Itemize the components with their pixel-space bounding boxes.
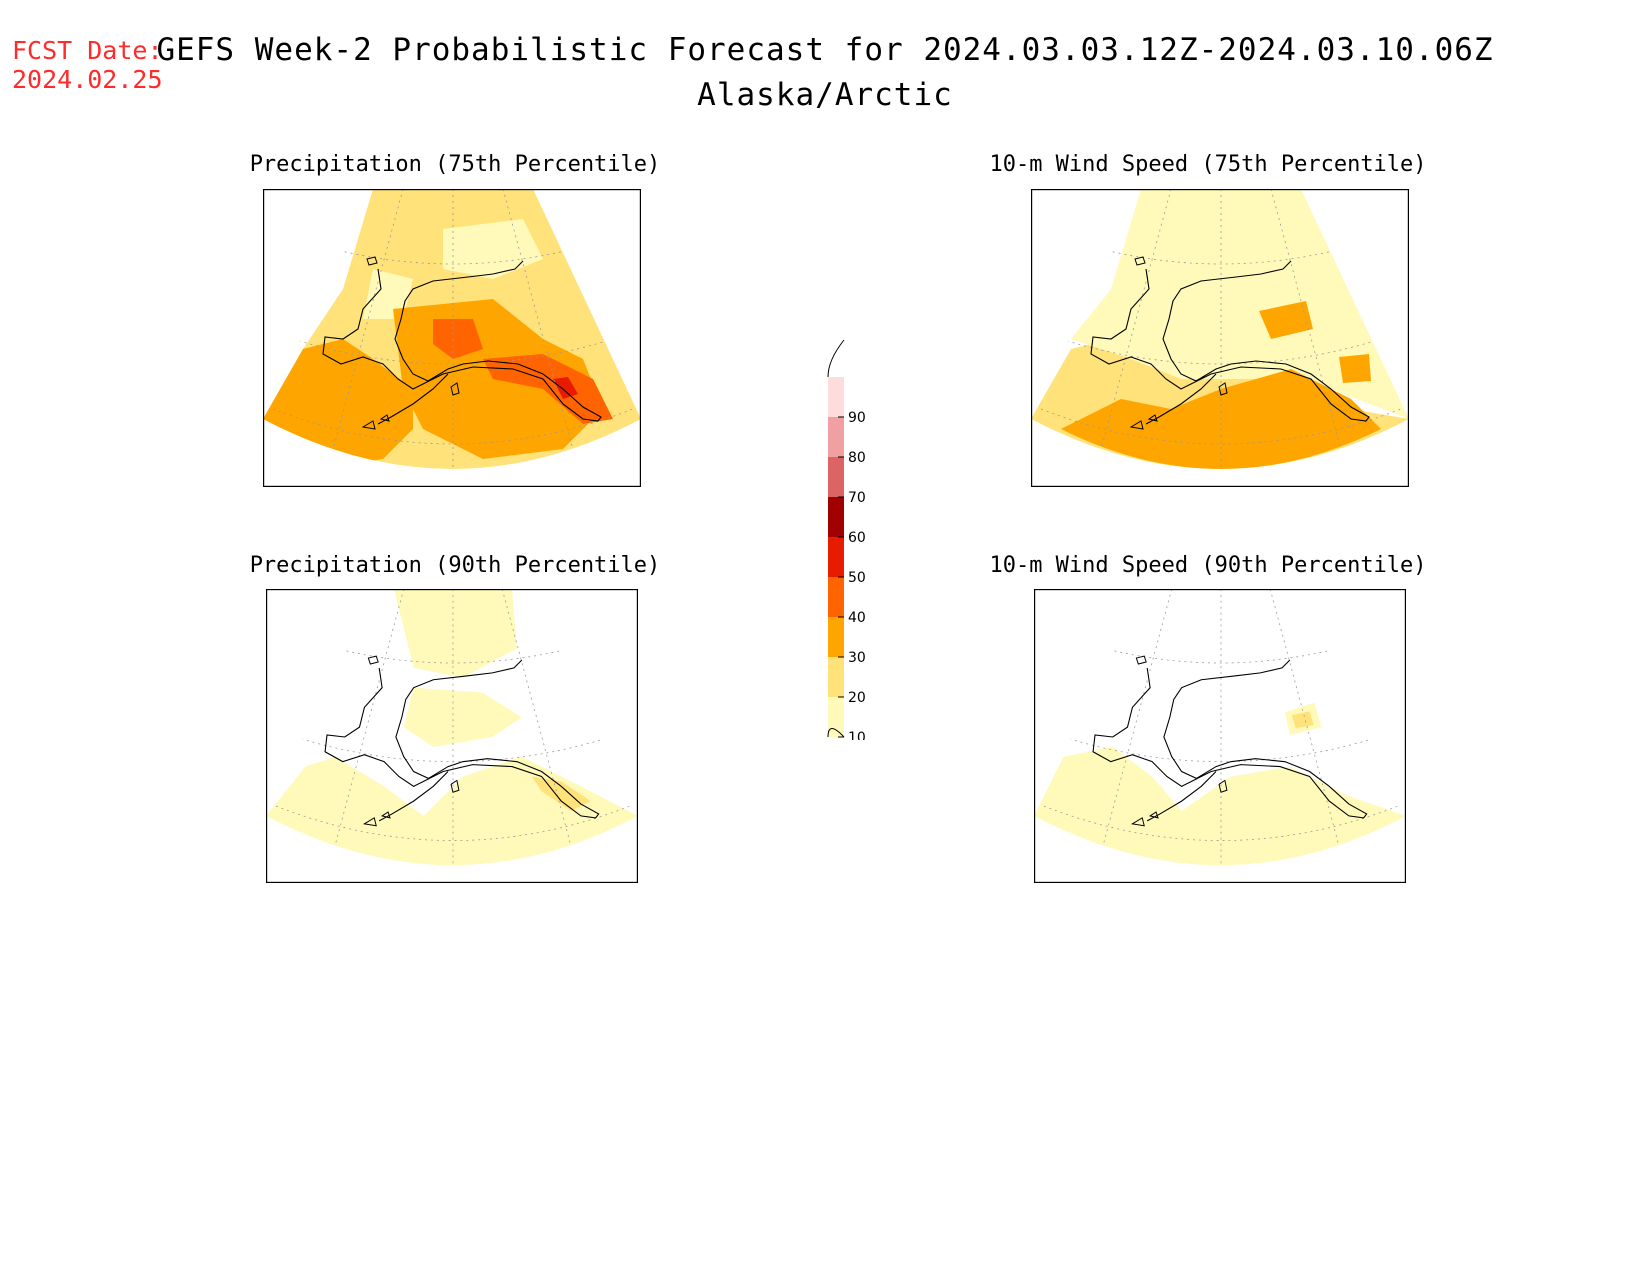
map-content	[266, 589, 638, 883]
colorbar-tick-label: 80	[848, 450, 866, 466]
island-outline	[1134, 256, 1146, 266]
colorbar-segment	[828, 577, 844, 617]
island-outline	[450, 382, 460, 396]
graticule-line	[292, 338, 614, 365]
forecast-contour	[263, 299, 603, 469]
island-outline	[367, 655, 379, 665]
island-outline	[1135, 655, 1147, 665]
island-outline	[361, 414, 390, 430]
panel-title-precip75: Precipitation (75th Percentile)	[249, 152, 661, 177]
graticule-line	[1040, 408, 1402, 445]
panel-title-wind90: 10-m Wind Speed (90th Percentile)	[989, 553, 1427, 578]
colorbar: 10 20 30 40 50 60 70 80 90	[827, 339, 866, 740]
peninsula-coastline	[1145, 373, 1217, 425]
island-outline	[450, 779, 460, 793]
graticule-line	[332, 248, 574, 265]
colorbar-tick-label: 50	[848, 570, 866, 586]
colorbar-tick-label: 20	[848, 690, 866, 706]
island-outline	[1131, 811, 1159, 827]
forecast-date: FCST Date: 2024.02.25	[12, 36, 163, 94]
coastline	[1090, 260, 1370, 422]
forecast-contour	[553, 377, 578, 399]
colorbar-tick-label: 90	[848, 410, 866, 426]
forecast-contour	[1034, 702, 1406, 866]
map-sector	[263, 189, 641, 469]
coastline	[1092, 659, 1368, 819]
colorbar-segment	[828, 497, 844, 537]
peninsula-coastline	[1146, 771, 1217, 822]
panel-title-wind75: 10-m Wind Speed (75th Percentile)	[989, 152, 1427, 177]
map-frame	[266, 589, 638, 883]
graticule-line	[1043, 805, 1399, 841]
graticule-line	[275, 805, 631, 841]
map-sector	[1034, 589, 1406, 866]
colorbar-tick-label: 60	[848, 530, 866, 546]
forecast-date-value: 2024.02.25	[12, 65, 163, 94]
forecast-contour	[531, 776, 591, 811]
main-title: GEFS Week-2 Probabilistic Forecast for 2…	[156, 32, 1494, 68]
colorbar-segment	[828, 617, 844, 657]
map-frame	[263, 189, 641, 487]
graticule-line	[272, 408, 634, 445]
map-frame	[1031, 189, 1409, 487]
map-content	[263, 189, 641, 487]
panel-title-precip90: Precipitation (90th Percentile)	[249, 553, 661, 578]
colorbar-segment	[828, 417, 844, 457]
forecast-date-label: FCST Date:	[12, 36, 163, 65]
map-precip90	[266, 589, 638, 883]
forecast-contour	[433, 319, 613, 424]
colorbar-segment	[828, 697, 844, 737]
island-outline	[363, 811, 391, 827]
map-sector	[266, 589, 638, 866]
peninsula-coastline	[378, 771, 449, 822]
colorbar-top-cap	[827, 339, 845, 378]
colorbar-tick-label: 40	[848, 610, 866, 626]
graticule-line	[1063, 736, 1379, 762]
coastline	[322, 260, 602, 422]
colorbar-segment	[828, 537, 844, 577]
map-frame	[1034, 589, 1406, 883]
forecast-contour	[1291, 711, 1314, 729]
region-title: Alaska/Arctic	[697, 77, 953, 113]
graticule-line	[1100, 248, 1342, 265]
forecast-contour	[1259, 301, 1371, 383]
forecast-contour	[1071, 189, 1409, 419]
colorbar-tick-label: 30	[848, 650, 866, 666]
island-outline	[1129, 414, 1158, 430]
map-sector	[1031, 189, 1409, 469]
colorbar-tick-label: 70	[848, 490, 866, 506]
graticule-line	[1060, 338, 1382, 365]
colorbar-segment	[828, 657, 844, 697]
graticule-line	[334, 647, 572, 664]
peninsula-coastline	[377, 373, 449, 425]
map-content	[1031, 189, 1409, 487]
island-outline	[1218, 779, 1228, 793]
colorbar-bottom-cap	[827, 728, 845, 738]
map-wind75	[1031, 189, 1409, 487]
map-wind90	[1034, 589, 1406, 883]
colorbar-segment	[828, 457, 844, 497]
island-outline	[1218, 382, 1228, 396]
graticule-line	[1102, 647, 1340, 664]
graticule-line	[295, 736, 611, 762]
colorbar-segment	[828, 377, 844, 417]
colorbar-tick-label: 10	[848, 730, 866, 740]
map-precip75	[263, 189, 641, 487]
map-content	[1034, 589, 1406, 883]
forecast-contour	[266, 589, 638, 866]
coastline	[324, 659, 600, 819]
island-outline	[366, 256, 378, 266]
